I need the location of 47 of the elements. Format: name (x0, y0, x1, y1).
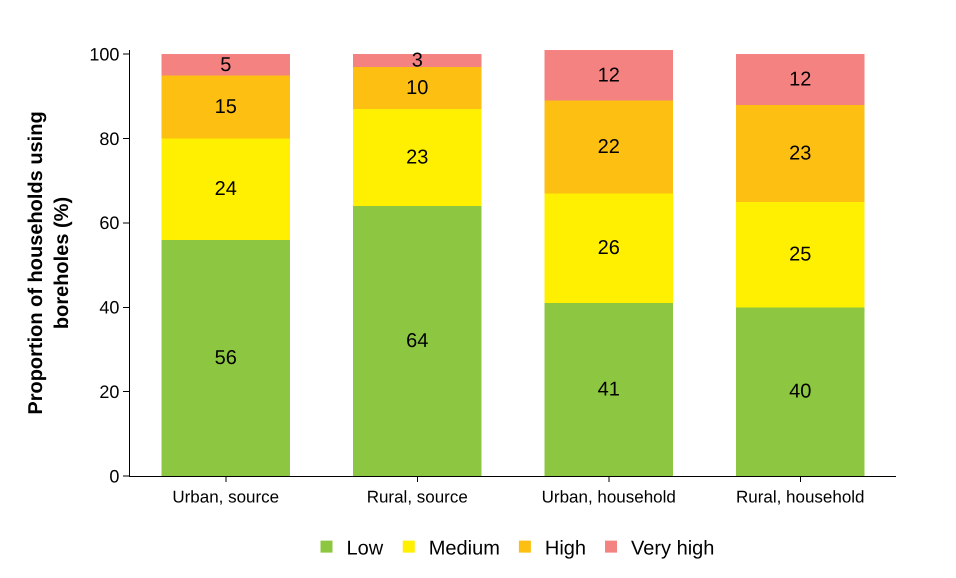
x-tick-label: Rural, household (736, 487, 865, 506)
bar (353, 206, 482, 476)
data-label: 25 (789, 244, 812, 266)
data-label: 3 (412, 50, 423, 72)
data-label: 15 (214, 96, 237, 118)
data-label: 26 (598, 237, 620, 260)
bar (162, 138, 290, 240)
bar (353, 66, 482, 110)
data-label: 41 (598, 378, 620, 401)
bar (162, 54, 290, 76)
bar (544, 303, 673, 476)
y-tick-label: 100 (89, 44, 120, 65)
x-tick-label: Rural, source (366, 487, 468, 506)
bar (544, 50, 673, 101)
bar (544, 193, 673, 304)
legend-label: Very high (631, 537, 714, 560)
bar (736, 307, 864, 476)
bar (736, 104, 864, 202)
bar (736, 54, 864, 105)
data-label: 23 (789, 142, 812, 164)
y-axis-title: Proportion of households using boreholes (%) (24, 111, 73, 415)
x-tick-label: Urban, source (172, 487, 280, 506)
data-label: 5 (220, 54, 232, 76)
data-label: 12 (789, 68, 812, 91)
y-tick-label: 80 (99, 128, 120, 149)
bar (162, 240, 290, 476)
bar (353, 54, 482, 67)
data-label: 22 (598, 136, 620, 158)
x-tick-label: Urban, household (542, 487, 676, 506)
bar (736, 202, 864, 308)
bar (353, 109, 482, 206)
y-tick-label: 0 (109, 466, 120, 486)
legend-label: Medium (428, 537, 500, 560)
data-label: 56 (214, 346, 237, 369)
data-label: 24 (214, 178, 237, 200)
bar (544, 100, 673, 194)
data-label: 10 (406, 76, 428, 99)
bar (162, 75, 290, 139)
legend-label: High (544, 537, 586, 560)
data-label: 40 (789, 380, 812, 403)
y-tick-label: 20 (99, 382, 120, 402)
y-tick-label: 60 (99, 213, 120, 234)
data-label: 64 (406, 330, 428, 352)
data-label: 12 (598, 64, 620, 86)
data-label: 23 (406, 146, 428, 169)
legend-label: Low (346, 537, 384, 560)
y-tick-label: 40 (99, 298, 120, 318)
